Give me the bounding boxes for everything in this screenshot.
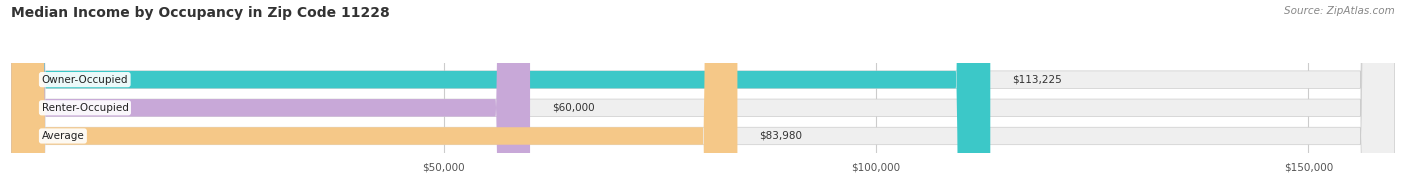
Text: $60,000: $60,000 — [551, 103, 595, 113]
FancyBboxPatch shape — [11, 0, 1395, 196]
Text: Owner-Occupied: Owner-Occupied — [42, 75, 128, 85]
FancyBboxPatch shape — [11, 0, 990, 196]
FancyBboxPatch shape — [11, 0, 530, 196]
Text: Average: Average — [42, 131, 84, 141]
Text: Source: ZipAtlas.com: Source: ZipAtlas.com — [1284, 6, 1395, 16]
Text: $83,980: $83,980 — [759, 131, 801, 141]
FancyBboxPatch shape — [11, 0, 1395, 196]
Text: $113,225: $113,225 — [1012, 75, 1062, 85]
FancyBboxPatch shape — [11, 0, 1395, 196]
Text: Renter-Occupied: Renter-Occupied — [42, 103, 128, 113]
FancyBboxPatch shape — [11, 0, 737, 196]
Text: Median Income by Occupancy in Zip Code 11228: Median Income by Occupancy in Zip Code 1… — [11, 6, 389, 20]
